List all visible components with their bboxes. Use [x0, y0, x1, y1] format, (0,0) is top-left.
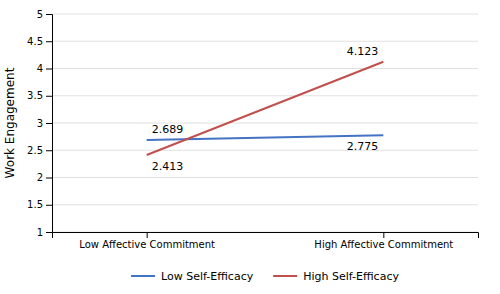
- y-tick-label: 4.5: [27, 36, 43, 47]
- y-tick: 3: [37, 118, 52, 129]
- x-tick-mark: [147, 232, 148, 238]
- data-labels: 2.689 2.775 2.413 4.123: [152, 45, 379, 173]
- x-axis: Low Affective Commitment High Affective C…: [53, 232, 479, 250]
- grid-line: [52, 177, 478, 178]
- y-tick-mark: [46, 150, 52, 151]
- y-tick-mark: [46, 178, 52, 179]
- series-line: [147, 135, 384, 140]
- y-tick-mark: [46, 41, 52, 42]
- y-tick: 3.5: [27, 90, 52, 101]
- y-tick-mark: [46, 205, 52, 206]
- grid: [52, 14, 478, 232]
- x-tick-mark: [383, 232, 384, 238]
- y-axis-title: Work Engagement: [3, 67, 17, 178]
- y-tick: 1: [37, 227, 52, 238]
- y-tick-mark: [46, 69, 52, 70]
- y-tick-label: 2.5: [27, 145, 43, 156]
- y-tick-mark: [46, 96, 52, 97]
- y-tick-label: 3.5: [27, 90, 43, 101]
- y-tick: 5: [37, 9, 52, 20]
- x-tick-label: High Affective Commitment: [314, 239, 453, 250]
- legend-label: Low Self-Efficacy: [161, 270, 254, 283]
- y-tick-label: 2: [37, 172, 43, 183]
- y-tick: 2.5: [27, 145, 52, 156]
- legend-item: Low Self-Efficacy: [131, 270, 254, 283]
- y-axis: 1 1.5 2 2.5 3 3.5 4 4.5 5: [27, 9, 52, 238]
- y-tick-label: 4: [37, 63, 43, 74]
- grid-line: [52, 14, 478, 15]
- y-tick-mark: [46, 232, 52, 233]
- lines: [147, 62, 384, 155]
- grid-line: [52, 123, 478, 124]
- y-tick-mark: [46, 14, 52, 15]
- y-tick: 4: [37, 63, 52, 74]
- x-tick: High Affective Commitment: [314, 232, 453, 250]
- data-label: 2.413: [152, 160, 184, 173]
- legend-swatch: [273, 275, 297, 277]
- y-tick: 4.5: [27, 36, 52, 47]
- grid-line: [52, 95, 478, 96]
- data-label: 2.775: [347, 140, 379, 153]
- x-tick: Low Affective Commitment: [79, 232, 215, 250]
- y-tick-label: 1.5: [27, 199, 43, 210]
- legend: Low Self-Efficacy High Self-Efficacy: [131, 270, 399, 283]
- series-line: [147, 62, 384, 155]
- x-tick-label: Low Affective Commitment: [79, 239, 215, 250]
- chart: 1 1.5 2 2.5 3 3.5 4 4.5 5 Low Affective Commitmen…: [0, 0, 500, 294]
- data-label: 4.123: [347, 45, 379, 58]
- y-axis-line: [46, 15, 53, 233]
- y-tick-label: 1: [37, 227, 43, 238]
- legend-swatch: [131, 275, 155, 277]
- legend-item: High Self-Efficacy: [273, 270, 399, 283]
- grid-line: [52, 68, 478, 69]
- x-axis-line: [53, 233, 479, 239]
- y-tick-mark: [46, 123, 52, 124]
- data-label: 2.689: [152, 123, 184, 136]
- y-tick: 2: [37, 172, 52, 183]
- y-tick-label: 5: [37, 9, 43, 20]
- grid-line: [52, 204, 478, 205]
- y-tick-label: 3: [37, 118, 43, 129]
- legend-label: High Self-Efficacy: [303, 270, 399, 283]
- grid-line: [52, 150, 478, 151]
- y-tick: 1.5: [27, 199, 52, 210]
- plot: 1 1.5 2 2.5 3 3.5 4 4.5 5 Low Affective Commitmen…: [27, 9, 478, 250]
- grid-line: [52, 41, 478, 42]
